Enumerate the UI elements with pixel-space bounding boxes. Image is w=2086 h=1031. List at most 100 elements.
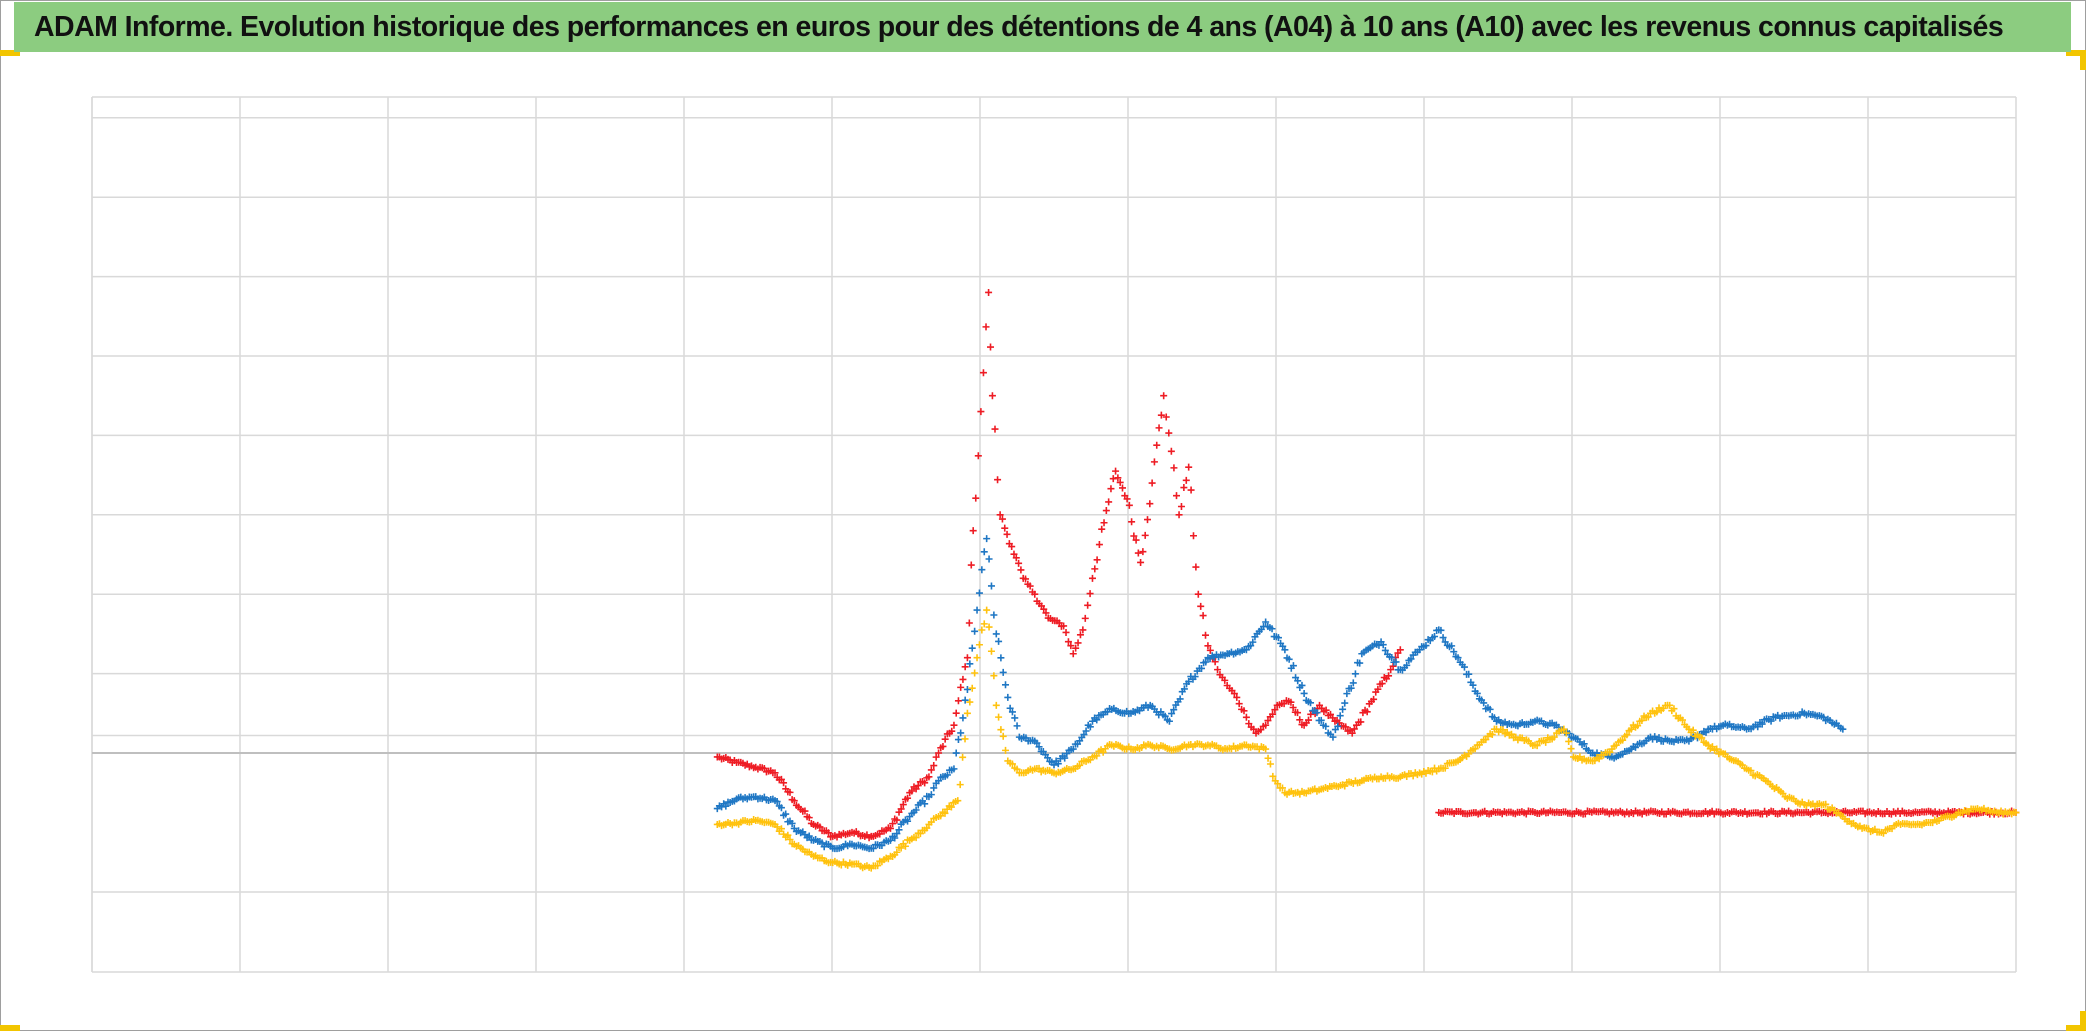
data-point [824,829,832,837]
data-point [1008,543,1016,551]
data-point [1185,678,1193,686]
data-point [1469,681,1477,689]
data-point [1322,706,1330,714]
data-point [1242,713,1250,721]
data-point [1348,729,1356,737]
data-point [1132,536,1140,544]
data-point [1339,705,1347,713]
data-point [1431,633,1439,641]
data-point [1341,699,1349,707]
data-point [1351,670,1359,678]
data-point [985,555,993,563]
corner-mark-bottom-right [2066,1025,2086,1031]
data-point [1067,642,1075,650]
data-point [1004,693,1012,701]
data-point [895,826,903,834]
data-point [1198,664,1206,672]
data-point [961,696,969,704]
data-point [1082,727,1090,735]
data-point [1322,722,1330,730]
data-point [985,623,993,631]
data-point [914,782,922,790]
data-point [965,619,973,627]
data-point [1176,695,1184,703]
data-point [1679,716,1687,724]
data-point [1189,532,1197,540]
data-point [1507,730,1515,738]
data-point [805,832,813,840]
data-point [1197,602,1205,610]
data-point [950,765,958,773]
data-point [1107,485,1115,493]
data-point [1562,729,1570,737]
data-point [1305,716,1313,724]
data-point [1269,772,1277,780]
data-point [801,807,809,815]
data-point [996,511,1004,519]
data-point [1230,690,1238,698]
data-point [1050,761,1058,769]
data-point [1044,754,1052,762]
data-point [1422,642,1430,650]
data-point [1388,653,1396,661]
corner-mark-top-right [2066,50,2086,56]
data-point [990,611,998,619]
data-point [1060,622,1068,630]
data-point [973,606,981,614]
data-point [904,817,912,825]
data-point [971,627,979,635]
data-point [1100,519,1108,527]
corner-mark-top-left [0,50,20,56]
data-point [1165,717,1173,725]
data-point [1180,685,1188,693]
data-point [1112,467,1120,475]
data-point [1191,673,1199,681]
data-point [1381,646,1389,654]
data-point [1378,680,1386,688]
data-point [1822,800,1830,808]
data-point [1266,760,1274,768]
data-point [1653,708,1661,716]
data-point [1550,733,1558,741]
data-point [777,804,785,812]
data-point [1644,713,1652,721]
corner-mark-right-upper [2080,50,2086,70]
data-point [1062,628,1070,636]
data-point [818,839,826,847]
data-point [978,626,986,634]
data-point [886,836,894,844]
data-point [1595,755,1603,763]
data-point [1450,648,1458,656]
data-point [1002,681,1010,689]
data-point [963,685,971,693]
data-point [941,809,949,817]
data-point [1194,590,1202,598]
data-point [1670,705,1678,713]
data-point [1379,641,1387,649]
data-point [1211,658,1219,666]
data-point [1008,760,1016,768]
data-point [1343,690,1351,698]
data-point [901,842,909,850]
data-point [1099,748,1107,756]
data-point [1123,495,1131,503]
data-point [1278,784,1286,792]
data-point [967,561,975,569]
data-point [1080,731,1088,739]
data-point [1079,626,1087,634]
data-point [1235,700,1243,708]
data-point [1287,698,1295,706]
data-point [1560,725,1568,733]
data-point [1262,618,1270,626]
data-point [998,515,1006,523]
data-point [1713,745,1721,753]
data-point [912,834,920,842]
data-point [908,787,916,795]
data-point [1130,532,1138,540]
data-point [782,810,790,818]
data-point [927,818,935,826]
corner-mark-bottom-left [0,1025,20,1031]
data-point [1095,541,1103,549]
data-point [893,816,901,824]
data-point [1086,723,1094,731]
